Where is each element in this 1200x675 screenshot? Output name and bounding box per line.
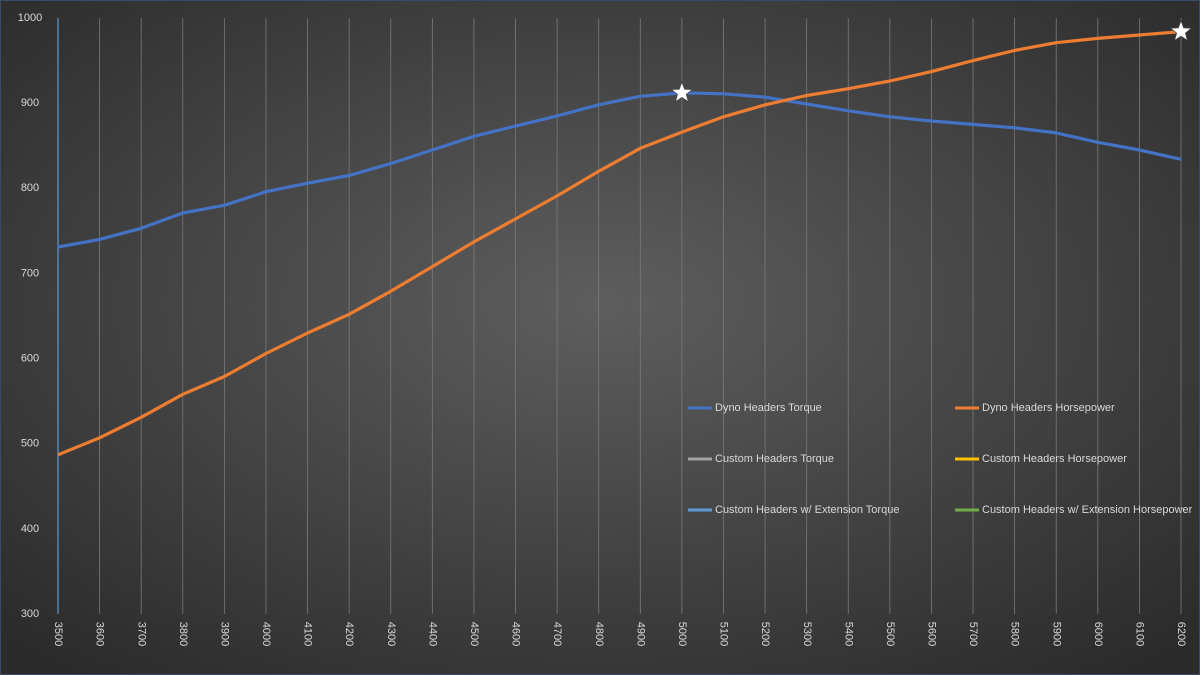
- y-tick-label: 1000: [18, 12, 42, 24]
- x-tick-label: 3700: [135, 622, 147, 646]
- y-tick-label: 600: [21, 352, 39, 364]
- series-line: [57, 30, 1182, 457]
- x-tick-label: 3800: [177, 622, 189, 646]
- x-tick-label: 3600: [94, 622, 106, 646]
- legend-label: Custom Headers w/ Extension Torque: [715, 504, 899, 516]
- x-tick-label: 4400: [426, 622, 438, 646]
- x-tick-label: 3900: [218, 622, 230, 646]
- legend-label: Dyno Headers Horsepower: [982, 402, 1115, 414]
- x-tick-label: 4900: [634, 622, 646, 646]
- x-tick-label: 4700: [551, 622, 563, 646]
- y-tick-label: 400: [21, 523, 39, 535]
- x-tick-label: 5000: [676, 622, 688, 646]
- x-tick-label: 5400: [842, 622, 854, 646]
- y-tick-label: 700: [21, 267, 39, 279]
- x-tick-label: 6000: [1092, 622, 1104, 646]
- x-tick-label: 4800: [593, 622, 605, 646]
- x-tick-label: 5800: [1009, 622, 1021, 646]
- peak-marker: [670, 80, 694, 103]
- x-tick-label: 4300: [385, 622, 397, 646]
- x-tick-label: 6100: [1134, 622, 1146, 646]
- x-tick-label: 5500: [884, 622, 896, 646]
- x-tick-label: 4600: [510, 622, 522, 646]
- x-tick-label: 4500: [468, 622, 480, 646]
- x-tick-label: 5900: [1050, 622, 1062, 646]
- legend-label: Dyno Headers Torque: [715, 402, 822, 414]
- x-tick-label: 4200: [343, 622, 355, 646]
- x-tick-label: 4100: [302, 622, 314, 646]
- x-tick-label: 6200: [1175, 622, 1187, 646]
- x-tick-label: 5200: [759, 622, 771, 646]
- x-tick-label: 3500: [52, 622, 64, 646]
- y-tick-label: 500: [21, 438, 39, 450]
- legend-label: Custom Headers Horsepower: [982, 453, 1127, 465]
- y-tick-label: 900: [21, 97, 39, 109]
- legend-label: Custom Headers w/ Extension Horsepower: [982, 504, 1193, 516]
- x-tick-label: 5700: [967, 622, 979, 646]
- series-line: [57, 91, 1182, 249]
- x-tick-label: 5300: [801, 622, 813, 646]
- x-tick-label: 5600: [926, 622, 938, 646]
- y-tick-label: 300: [21, 608, 39, 620]
- y-tick-label: 800: [21, 182, 39, 194]
- x-tick-label: 5100: [718, 622, 730, 646]
- legend-label: Custom Headers Torque: [715, 453, 834, 465]
- peak-marker: [1169, 19, 1193, 42]
- x-tick-label: 4000: [260, 622, 272, 646]
